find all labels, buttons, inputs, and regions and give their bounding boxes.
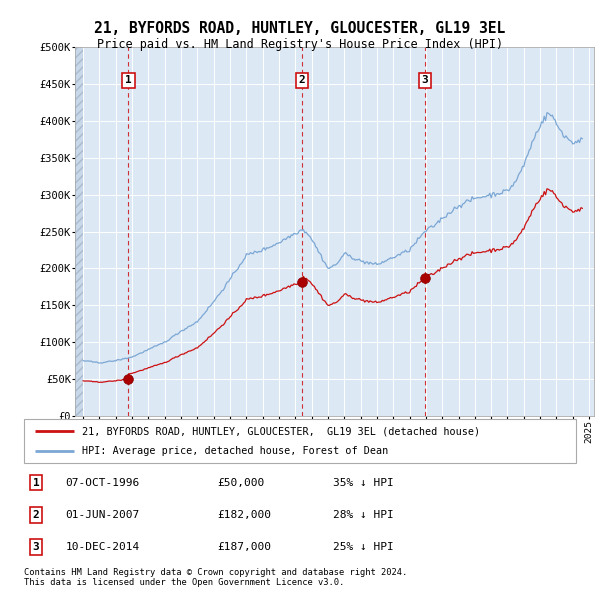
Text: HPI: Average price, detached house, Forest of Dean: HPI: Average price, detached house, Fore…	[82, 446, 388, 455]
Text: 1: 1	[125, 76, 132, 86]
Text: £50,000: £50,000	[217, 478, 265, 488]
Text: 10-DEC-2014: 10-DEC-2014	[65, 542, 140, 552]
Text: 28% ↓ HPI: 28% ↓ HPI	[333, 510, 394, 520]
Text: 2: 2	[33, 510, 40, 520]
Text: Contains HM Land Registry data © Crown copyright and database right 2024.
This d: Contains HM Land Registry data © Crown c…	[24, 568, 407, 587]
Text: 21, BYFORDS ROAD, HUNTLEY, GLOUCESTER, GL19 3EL: 21, BYFORDS ROAD, HUNTLEY, GLOUCESTER, G…	[94, 21, 506, 35]
Text: 07-OCT-1996: 07-OCT-1996	[65, 478, 140, 488]
Text: £182,000: £182,000	[217, 510, 271, 520]
Text: 01-JUN-2007: 01-JUN-2007	[65, 510, 140, 520]
Text: 3: 3	[422, 76, 428, 86]
FancyBboxPatch shape	[24, 419, 576, 463]
Text: £187,000: £187,000	[217, 542, 271, 552]
Text: 1: 1	[33, 478, 40, 488]
Text: 3: 3	[33, 542, 40, 552]
Text: Price paid vs. HM Land Registry's House Price Index (HPI): Price paid vs. HM Land Registry's House …	[97, 38, 503, 51]
Text: 35% ↓ HPI: 35% ↓ HPI	[333, 478, 394, 488]
Text: 25% ↓ HPI: 25% ↓ HPI	[333, 542, 394, 552]
Text: 21, BYFORDS ROAD, HUNTLEY, GLOUCESTER,  GL19 3EL (detached house): 21, BYFORDS ROAD, HUNTLEY, GLOUCESTER, G…	[82, 427, 480, 436]
Bar	[75, 47, 83, 416]
Text: 2: 2	[299, 76, 305, 86]
